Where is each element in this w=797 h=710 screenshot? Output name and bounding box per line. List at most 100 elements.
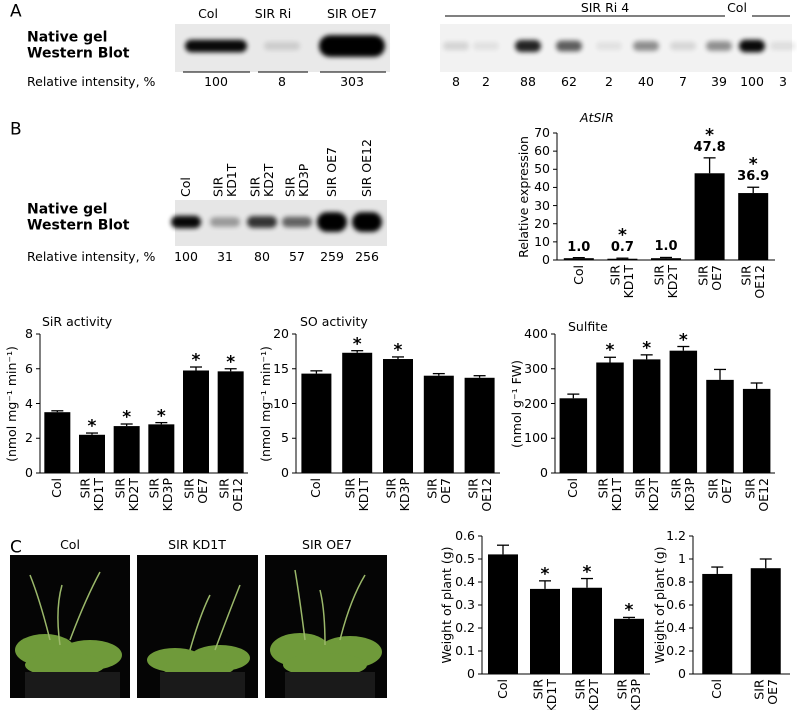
y-tick-label: 20 [534, 215, 550, 231]
y-tick-label: 0.5 [455, 551, 475, 567]
bar [596, 362, 624, 473]
value-label: 0.7 [610, 240, 634, 256]
y-tick-label: 0.2 [455, 620, 475, 636]
blot-band [210, 217, 240, 227]
significance-star: * [582, 562, 592, 583]
y-tick-label: 0.6 [455, 528, 475, 544]
error-bar [51, 410, 64, 413]
y-tick-label: 4 [25, 395, 33, 411]
error-bar [604, 356, 616, 363]
blot-band [264, 41, 300, 51]
x-tick-label: Col [565, 478, 581, 498]
blot-band [352, 212, 382, 232]
value-label: 47.8 [693, 139, 726, 155]
lane-label: Col [178, 177, 194, 197]
x-tick-label: SIR KD3P [146, 477, 176, 512]
error-bar [539, 580, 551, 589]
intensity-value: 80 [254, 249, 270, 265]
blot-band [185, 39, 247, 53]
bar [488, 554, 518, 674]
error-bar [224, 368, 237, 372]
x-tick-label: SIR KD1T [530, 679, 559, 710]
bar [632, 359, 661, 473]
lane-label: SIR KD3P [282, 163, 311, 197]
panel-label: B [10, 119, 22, 140]
value-label: 1.0 [654, 239, 678, 255]
significance-star: * [191, 350, 201, 371]
y-tick-label: 40 [534, 179, 550, 195]
y-tick-label: 5 [281, 430, 289, 446]
y-axis-label: Weight of plant (g) [439, 546, 455, 664]
bar [706, 379, 734, 473]
blot-band [770, 41, 796, 51]
error-bar [392, 356, 404, 360]
error-bar [581, 577, 593, 588]
intensity-label: Relative intensity, % [27, 249, 156, 265]
x-tick-label: SIR KD1T [342, 478, 372, 512]
significance-star: * [156, 406, 166, 427]
bar [423, 375, 454, 473]
blot-band [556, 40, 582, 52]
significance-star: * [642, 338, 652, 359]
lane-group: Col [198, 6, 218, 22]
bar [742, 388, 771, 473]
blot-band [171, 215, 201, 229]
x-tick-label: Col [308, 478, 324, 498]
y-tick-label: 6 [25, 360, 33, 376]
error-bar [747, 186, 760, 194]
photo-label: SIR KD1T [168, 537, 226, 553]
error-bar [572, 256, 585, 259]
y-axis-label: (nmol mg⁻¹ min⁻¹) [258, 345, 274, 462]
photo-label: SIR OE7 [302, 537, 352, 553]
intensity-value: 8 [452, 74, 460, 90]
bar [669, 350, 698, 473]
chart-title: Sulfite [568, 319, 608, 335]
y-tick-label: 100 [524, 430, 548, 446]
error-bar [714, 368, 726, 380]
y-axis-label: Relative expression [516, 135, 532, 258]
x-tick-label: SIR OE12 [741, 478, 771, 512]
blot-band [247, 216, 277, 228]
error-bar [497, 544, 509, 555]
x-tick-label: SIR OE12 [215, 478, 245, 512]
x-tick-label: SIR OE7 [751, 679, 780, 705]
x-tick-label: SIR OE7 [694, 265, 724, 291]
blot-title: Western Blot [27, 45, 130, 62]
intensity-value: 100 [740, 74, 764, 90]
error-bar [660, 256, 672, 259]
blot-title: Native gel [27, 29, 108, 46]
y-axis-label: Weight of plant (g) [652, 546, 668, 664]
y-tick-label: 50 [534, 161, 550, 177]
y-axis-label: (nmol g⁻¹ FW) [509, 359, 525, 448]
x-tick-label: Col [49, 478, 65, 498]
y-tick-label: 0.3 [455, 597, 475, 613]
significance-star: * [540, 564, 550, 585]
chart-title: AtSIR [580, 110, 614, 126]
x-tick-label: SIR KD2T [651, 265, 680, 299]
y-tick-label: 0.1 [455, 643, 475, 659]
bar [559, 398, 588, 473]
bar [607, 258, 638, 260]
x-tick-label: SIR KD3P [668, 477, 698, 512]
lane-label: SIR KD1T [210, 163, 239, 197]
pot [25, 672, 120, 698]
error-bar [750, 382, 763, 389]
value-label: 36.9 [737, 169, 770, 185]
error-bar [190, 366, 202, 371]
bar [342, 352, 373, 473]
x-tick-label: Col [709, 679, 725, 699]
blot-band [282, 216, 312, 228]
intensity-value: 3 [779, 74, 787, 90]
significance-star: * [605, 340, 615, 361]
error-bar [711, 566, 724, 574]
significance-star: * [705, 125, 715, 146]
intensity-value: 100 [204, 74, 228, 90]
x-tick-label: SIR KD1T [595, 478, 624, 512]
blot-band [739, 39, 765, 53]
error-bar [310, 370, 323, 374]
y-tick-label: 60 [534, 143, 550, 159]
intensity-value: 303 [340, 74, 364, 90]
lane-label: SIR OE12 [359, 139, 375, 197]
x-tick-label: SIR OE7 [705, 478, 734, 504]
chart-title: SO activity [300, 314, 368, 330]
